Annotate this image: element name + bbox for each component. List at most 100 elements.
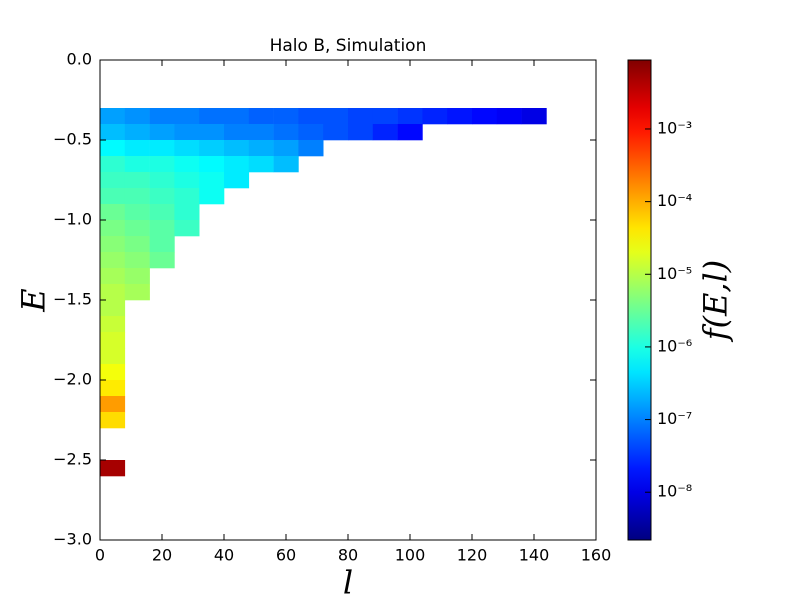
x-tick-label: 140	[519, 546, 550, 565]
heatmap-cell	[100, 460, 126, 477]
heatmap-cell	[100, 172, 126, 189]
heatmap-cell	[199, 140, 225, 157]
colorbar-tick-label: 10⁻⁶	[657, 336, 692, 355]
heatmap-cell	[397, 124, 423, 141]
heatmap-cell	[248, 156, 274, 173]
heatmap-cell	[124, 236, 150, 253]
heatmap-cell	[199, 156, 225, 173]
heatmap-cell	[124, 268, 150, 285]
heatmap-cell	[174, 124, 200, 141]
heatmap-cell	[149, 108, 175, 125]
heatmap-cell	[323, 108, 349, 125]
heatmap-cell	[100, 364, 126, 381]
x-tick-label: 80	[338, 546, 358, 565]
heatmap-cell	[224, 108, 250, 125]
heatmap-cell	[174, 156, 200, 173]
heatmap-cell	[100, 284, 126, 301]
heatmap-cell	[100, 300, 126, 317]
y-tick-label: 0.0	[67, 50, 92, 69]
heatmap-cell	[273, 156, 299, 173]
x-tick-label: 120	[457, 546, 488, 565]
colorbar-tick-label: 10⁻⁴	[657, 191, 692, 210]
heatmap-cell	[100, 156, 126, 173]
colorbar-label: f(E,l)	[697, 260, 735, 343]
y-axis-label: E	[15, 288, 53, 312]
heatmap-cell	[447, 108, 473, 125]
heatmap-cell	[199, 188, 225, 205]
heatmap-cell	[224, 124, 250, 141]
heatmap-cell	[149, 252, 175, 269]
heatmap-cell	[174, 188, 200, 205]
heatmap-cell	[149, 236, 175, 253]
heatmap-cell	[100, 140, 126, 157]
heatmap-cell	[124, 220, 150, 237]
x-tick-label: 160	[581, 546, 612, 565]
heatmap-cell	[149, 204, 175, 221]
y-tick-label: −3.0	[53, 530, 92, 549]
heatmap-cell	[248, 140, 274, 157]
heatmap-cell	[174, 220, 200, 237]
heatmap-cell	[124, 188, 150, 205]
heatmap-cell	[472, 108, 498, 125]
heatmap-cell	[124, 156, 150, 173]
heatmap-cell	[100, 124, 126, 141]
x-tick-label: 40	[214, 546, 234, 565]
heatmap-cell	[149, 140, 175, 157]
colorbar	[627, 59, 652, 541]
heatmap-cell	[298, 124, 324, 141]
heatmap-cell	[100, 236, 126, 253]
heatmap-cell	[100, 204, 126, 221]
heatmap-cell	[149, 188, 175, 205]
heatmap-cell	[273, 108, 299, 125]
heatmap-cell	[199, 172, 225, 189]
heatmap-cell	[124, 284, 150, 301]
x-tick-label: 60	[276, 546, 296, 565]
heatmap-cell	[100, 316, 126, 333]
heatmap-cell	[124, 252, 150, 269]
heatmap-cell	[124, 140, 150, 157]
heatmap-cell	[348, 108, 374, 125]
heatmap-cell	[224, 172, 250, 189]
x-axis-label: l	[343, 564, 353, 600]
heatmap-cell	[372, 108, 398, 125]
heatmap-cell	[100, 268, 126, 285]
heatmap-cell	[124, 108, 150, 125]
heatmap-cell	[124, 124, 150, 141]
x-tick-label: 0	[95, 546, 105, 565]
x-tick-label: 100	[395, 546, 426, 565]
heatmap-cell	[100, 412, 126, 429]
heatmap-cell	[174, 172, 200, 189]
heatmap-cell	[224, 156, 250, 173]
heatmap-cell	[273, 140, 299, 157]
y-tick-label: −2.5	[53, 450, 92, 469]
heatmap-cell	[348, 124, 374, 141]
heatmap-cell	[174, 140, 200, 157]
heatmap-cell	[100, 108, 126, 125]
y-tick-label: −1.0	[53, 210, 92, 229]
heatmap-cell	[248, 108, 274, 125]
heatmap-cell	[124, 172, 150, 189]
heatmap-cell	[372, 124, 398, 141]
heatmap-cell	[124, 204, 150, 221]
x-tick-label: 20	[152, 546, 172, 565]
chart-title: Halo B, Simulation	[270, 36, 427, 56]
heatmap-cell	[248, 124, 274, 141]
colorbar-tick-label: 10⁻⁷	[657, 409, 692, 428]
heatmap-cell	[397, 108, 423, 125]
heatmap-cell	[224, 140, 250, 157]
y-tick-label: −2.0	[53, 370, 92, 389]
heatmap-cell	[149, 220, 175, 237]
heatmap-cell	[100, 380, 126, 397]
heatmap-cell	[100, 396, 126, 413]
y-tick-label: −1.5	[53, 290, 92, 309]
heatmap-cell	[149, 124, 175, 141]
heatmap-cell	[199, 108, 225, 125]
heatmap-cell	[149, 172, 175, 189]
heatmap-cell	[100, 252, 126, 269]
heatmap-cell	[298, 140, 324, 157]
heatmap-cell	[298, 108, 324, 125]
heatmap-cell	[422, 108, 448, 125]
heatmap-cell	[100, 332, 126, 349]
heatmap-cell	[174, 108, 200, 125]
